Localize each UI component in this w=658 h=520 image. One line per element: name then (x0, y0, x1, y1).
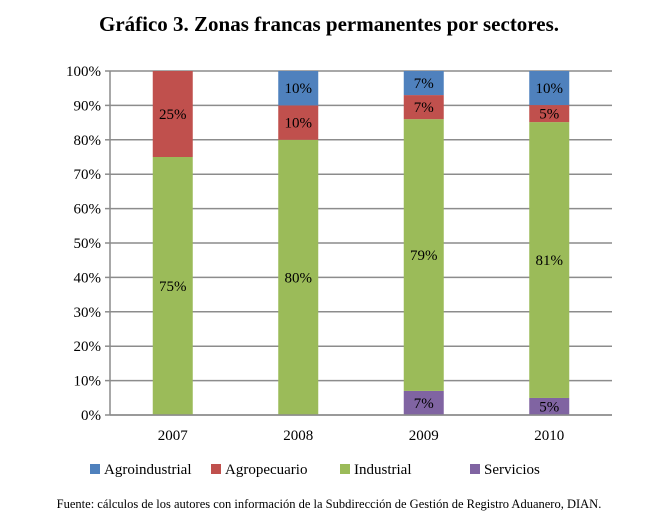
y-tick-label: 90% (74, 98, 102, 114)
bar-industrial-2010 (529, 122, 570, 398)
data-label: 80% (285, 270, 313, 286)
bar-servicios-2009 (403, 390, 444, 415)
y-tick-label: 50% (74, 236, 102, 252)
y-tick-label: 0% (81, 408, 101, 424)
data-label: 7% (414, 76, 434, 92)
y-tick-label: 60% (74, 202, 102, 218)
y-tick-label: 100% (66, 64, 101, 80)
legend-label: Agroindustrial (104, 462, 192, 478)
bar-agropecuario-2010 (529, 105, 570, 123)
y-tick-label: 30% (74, 305, 102, 321)
y-tick-label: 70% (74, 167, 102, 183)
bar-industrial-2008 (278, 139, 319, 416)
legend-swatch-servicios (470, 464, 480, 474)
y-tick-label: 20% (74, 339, 102, 355)
bar-industrial-2007 (152, 157, 193, 415)
legend-label: Industrial (354, 462, 412, 478)
data-label: 7% (414, 396, 434, 412)
bar-industrial-2009 (403, 119, 444, 391)
y-tick-label: 40% (74, 270, 102, 286)
bar-agroindustrial-2010 (529, 71, 570, 106)
data-label: 7% (414, 100, 434, 116)
y-tick-label: 10% (74, 374, 102, 390)
legend-label: Servicios (484, 462, 540, 478)
data-label: 10% (285, 116, 313, 132)
data-label: 5% (539, 399, 559, 415)
data-label: 79% (410, 248, 438, 264)
bar-agroindustrial-2008 (278, 71, 319, 106)
data-label: 75% (159, 279, 187, 295)
data-label: 5% (539, 107, 559, 123)
bar-agroindustrial-2009 (403, 71, 444, 96)
x-tick-label: 2009 (409, 428, 439, 444)
data-label: 10% (285, 81, 313, 97)
bar-servicios-2010 (529, 397, 570, 415)
bar-agropecuario-2008 (278, 105, 319, 140)
x-tick-label: 2010 (534, 428, 564, 444)
legend-swatch-industrial (340, 464, 350, 474)
x-tick-label: 2008 (283, 428, 313, 444)
data-label: 25% (159, 107, 187, 123)
legend-swatch-agroindustrial (90, 464, 100, 474)
chart-title: Gráfico 3. Zonas francas permanentes por… (99, 12, 559, 36)
source-note: Fuente: cálculos de los autores con info… (56, 497, 602, 511)
bar-agropecuario-2007 (152, 71, 193, 157)
x-tick-label: 2007 (158, 428, 189, 444)
legend-label: Agropecuario (225, 462, 307, 478)
data-label: 10% (536, 81, 564, 97)
legend-swatch-agropecuario (211, 464, 221, 474)
y-tick-label: 80% (74, 133, 102, 149)
bar-agropecuario-2009 (403, 95, 444, 120)
data-label: 81% (536, 253, 564, 269)
